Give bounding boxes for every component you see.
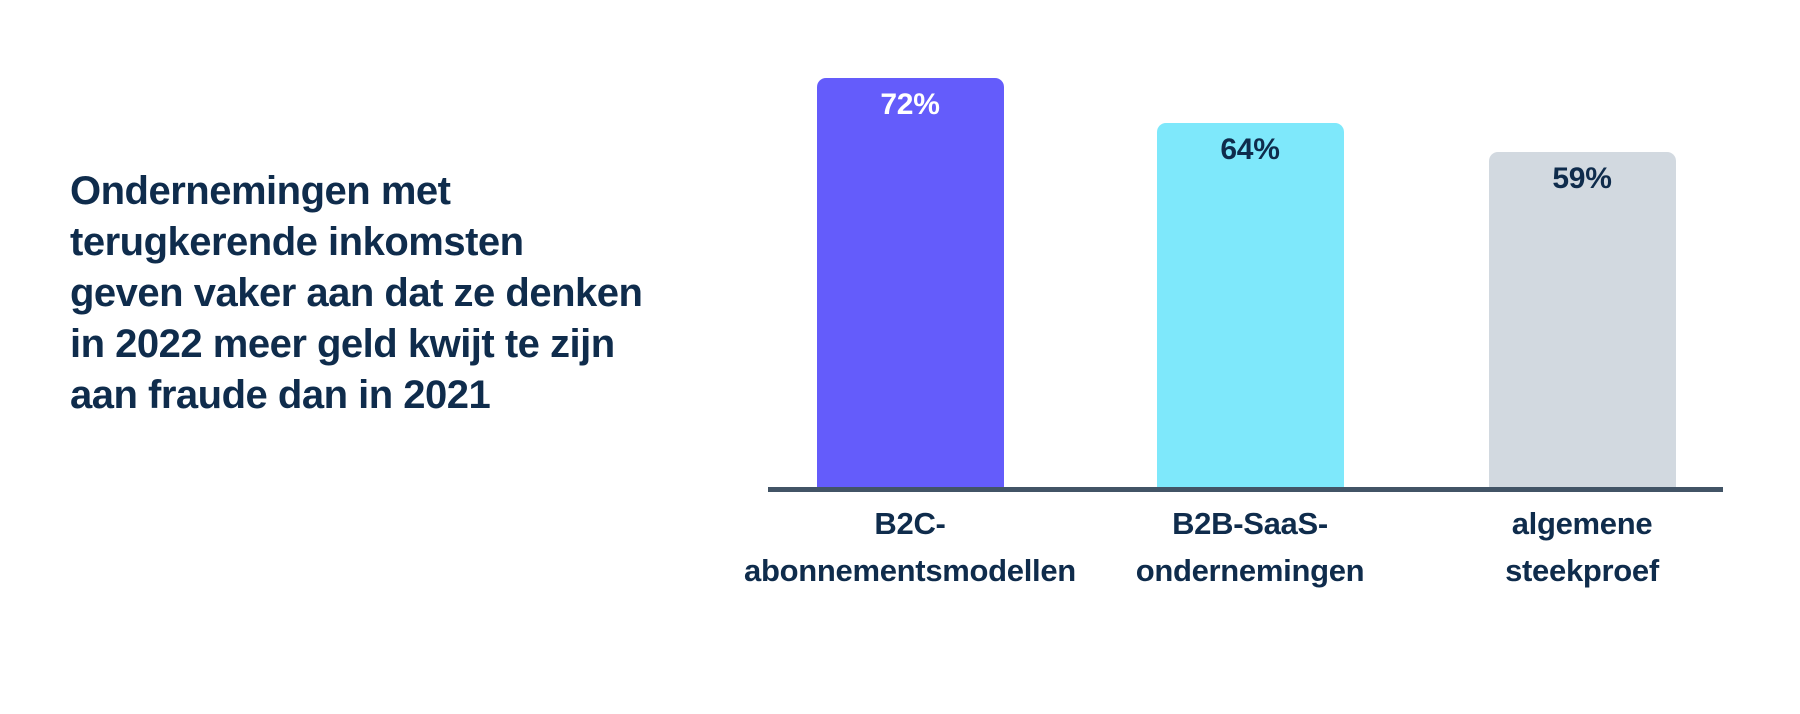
category-label-line: algemene [1511, 506, 1653, 541]
category-label-line: B2B-SaaS- [1172, 506, 1328, 541]
bar-b2b-saas-ondernemingen: 64% [1156, 123, 1344, 487]
category-label: B2B-SaaS-ondernemingen [1070, 500, 1430, 594]
bar-value-label: 59% [1552, 162, 1612, 195]
x-axis-line [768, 487, 1723, 492]
headline-line: Ondernemingen met [70, 169, 451, 213]
headline-line: in 2022 meer geld kwijt te zijn [70, 322, 615, 366]
category-label-line: abonnementsmodellen [744, 553, 1076, 588]
bar-b2c-abonnementsmodellen: 72% [816, 78, 1004, 487]
bar-algemene-steekproef: 59% [1488, 152, 1676, 487]
bar-value-label: 72% [880, 88, 940, 121]
headline-line: aan fraude dan in 2021 [70, 373, 491, 417]
headline-line: terugkerende inkomsten [70, 220, 524, 264]
category-label-line: steekproef [1505, 553, 1659, 588]
category-label: algemene steekproef [1402, 500, 1762, 594]
category-label-line: ondernemingen [1135, 553, 1365, 588]
category-label: B2C-abonnementsmodellen [730, 500, 1090, 594]
headline-line: geven vaker aan dat ze denken [70, 271, 643, 315]
category-label-line: B2C- [874, 506, 946, 541]
headline: Ondernemingen met terugkerende inkomsten… [70, 166, 710, 421]
bar-value-label: 64% [1220, 133, 1280, 166]
